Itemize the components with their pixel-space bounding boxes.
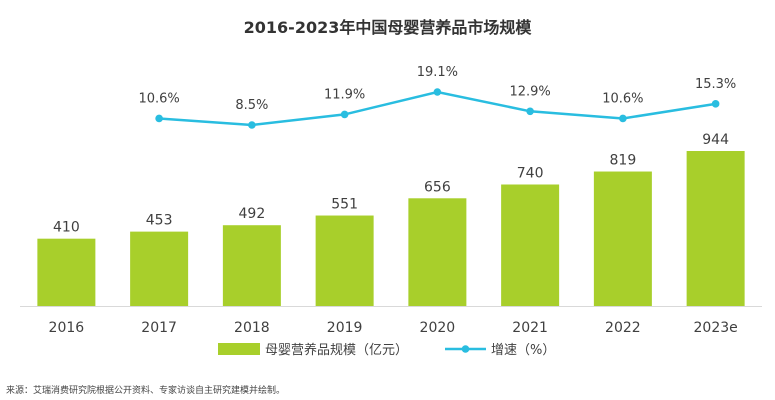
bar <box>686 151 745 306</box>
growth-rate-label: 11.9% <box>324 87 365 102</box>
growth-rate-label: 8.5% <box>235 98 268 113</box>
bar-value-label: 656 <box>424 179 451 195</box>
x-tick-label: 2018 <box>234 320 270 336</box>
bar <box>130 231 189 306</box>
legend-label-line: 增速（%） <box>491 343 555 358</box>
x-tick-label: 2023e <box>694 320 738 336</box>
bar-value-label: 453 <box>146 213 173 229</box>
legend-swatch-point <box>461 345 470 353</box>
growth-rate-label: 12.9% <box>509 84 550 99</box>
growth-rate-point <box>340 110 349 119</box>
x-tick-label: 2021 <box>512 320 548 336</box>
growth-rate-point <box>711 100 720 108</box>
x-tick-label: 2016 <box>49 320 85 336</box>
x-tick-label: 2017 <box>141 320 177 336</box>
bar-value-label: 944 <box>702 132 729 148</box>
growth-rate-point <box>433 88 442 96</box>
growth-rate-point <box>248 121 256 129</box>
source-note: 来源：艾瑞消费研究院根据公开资料、专家访谈自主研究建模并绘制。 <box>6 386 286 396</box>
legend-swatch-bar <box>218 343 260 355</box>
growth-rate-point <box>619 114 627 123</box>
x-tick-label: 2022 <box>605 320 641 336</box>
bar-value-label: 551 <box>331 197 358 213</box>
bar <box>37 238 96 306</box>
growth-rate-label: 15.3% <box>695 77 736 92</box>
growth-rate-point <box>155 114 163 123</box>
growth-rate-label: 19.1% <box>417 65 458 80</box>
bar <box>222 225 281 306</box>
bar <box>501 184 560 306</box>
bar-value-label: 410 <box>53 220 80 236</box>
bar-value-label: 740 <box>517 165 544 181</box>
bar-value-label: 819 <box>610 153 637 169</box>
growth-rate-label: 10.6% <box>602 91 643 106</box>
bar-value-label: 492 <box>239 206 266 222</box>
bar <box>408 198 467 306</box>
growth-rate-point <box>526 107 534 116</box>
chart-title: 2016-2023年中国母婴营养品市场规模 <box>243 18 532 37</box>
x-tick-label: 2020 <box>420 320 456 336</box>
legend-label-bar: 母婴营养品规模（亿元） <box>265 342 408 358</box>
growth-rate-label: 10.6% <box>138 91 179 106</box>
bar <box>315 215 374 306</box>
x-tick-label: 2019 <box>327 320 363 336</box>
bar <box>593 171 652 306</box>
